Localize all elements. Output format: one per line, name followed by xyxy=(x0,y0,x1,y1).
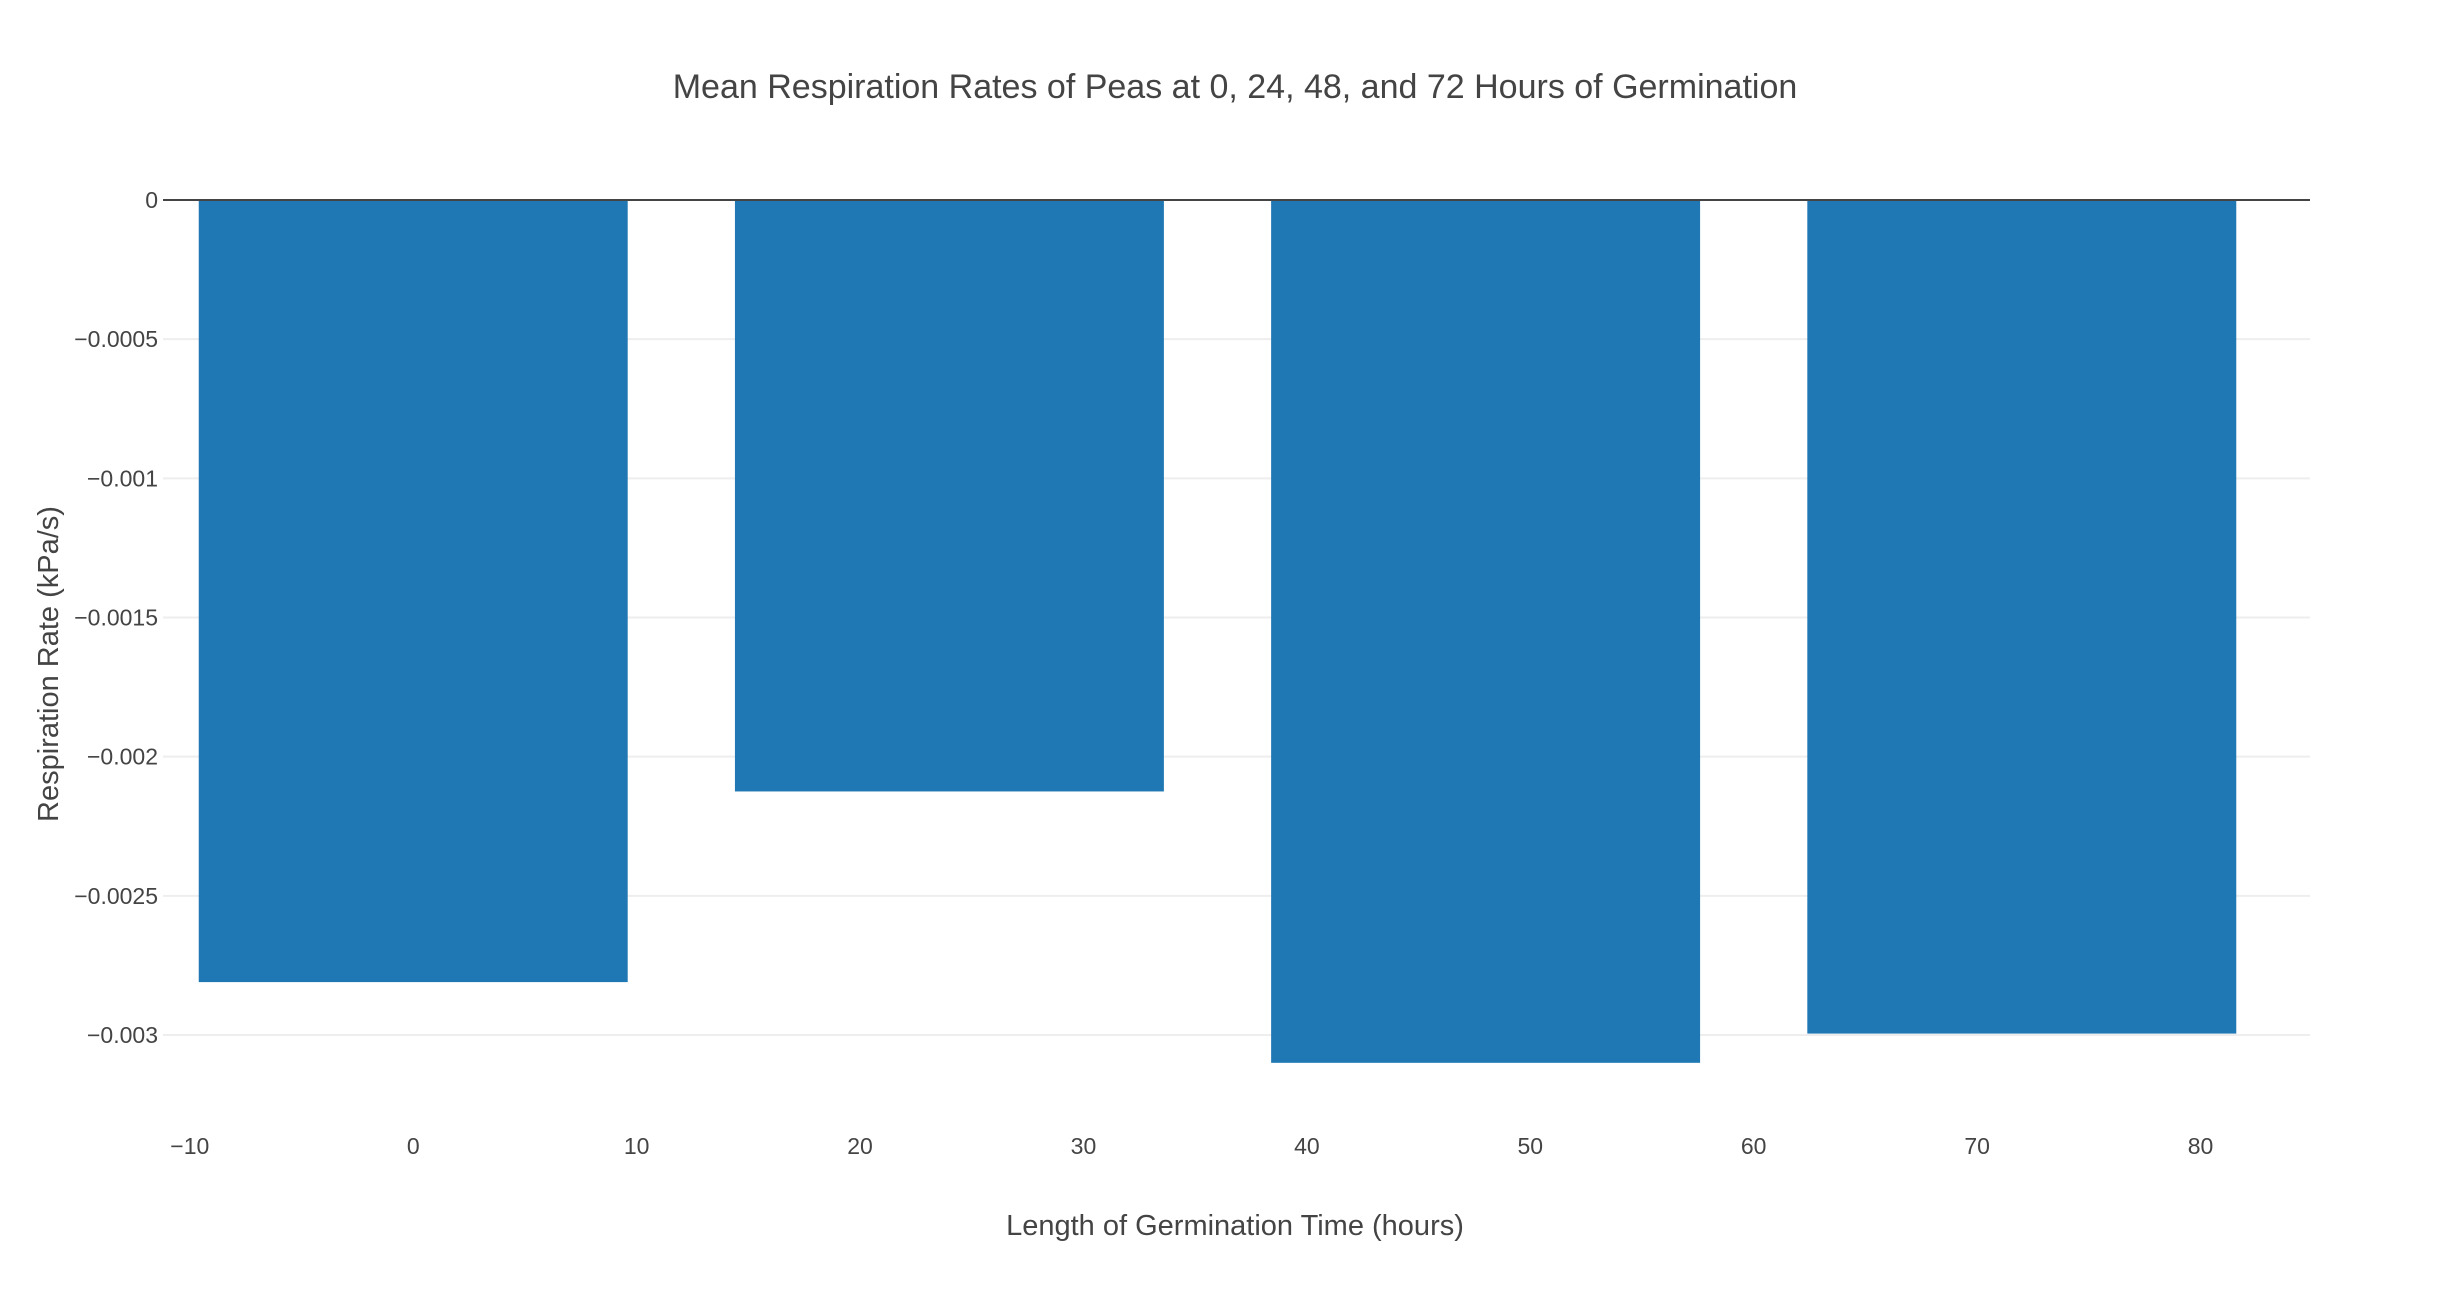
y-tick-label: −0.0025 xyxy=(74,883,158,909)
x-tick-label: 80 xyxy=(2188,1133,2214,1159)
bars-layer xyxy=(198,200,2237,1063)
y-tick-label: 0 xyxy=(145,187,158,213)
y-tick-label: −0.0005 xyxy=(74,326,158,352)
y-axis-title: Respiration Rate (kPa/s) xyxy=(33,506,65,822)
x-tick-label: 60 xyxy=(1741,1133,1767,1159)
x-tick-label: 30 xyxy=(1071,1133,1097,1159)
chart-title: Mean Respiration Rates of Peas at 0, 24,… xyxy=(673,68,1798,106)
x-tick-label: −10 xyxy=(170,1133,209,1159)
bar xyxy=(198,200,628,983)
bar xyxy=(734,200,1164,792)
x-tick-label: 50 xyxy=(1517,1133,1543,1159)
y-tick-label: −0.002 xyxy=(87,744,158,770)
y-tick-labels: 0 −0.0005 −0.001 −0.0015 −0.002 −0.0025 −0.003 xyxy=(74,187,158,1048)
x-axis-title: Length of Germination Time (hours) xyxy=(1006,1210,1464,1242)
y-tick-label: −0.0015 xyxy=(74,604,158,630)
bar xyxy=(1807,200,2237,1034)
y-tick-label: −0.003 xyxy=(87,1022,158,1048)
x-tick-label: 70 xyxy=(1964,1133,1990,1159)
bar xyxy=(1271,200,1701,1063)
x-tick-labels: −10 0 10 20 30 40 50 60 70 80 xyxy=(170,1133,2213,1159)
x-tick-label: 0 xyxy=(407,1133,420,1159)
y-tick-label: −0.001 xyxy=(87,465,158,491)
x-tick-label: 10 xyxy=(624,1133,650,1159)
x-tick-label: 40 xyxy=(1294,1133,1320,1159)
x-tick-label: 20 xyxy=(847,1133,873,1159)
